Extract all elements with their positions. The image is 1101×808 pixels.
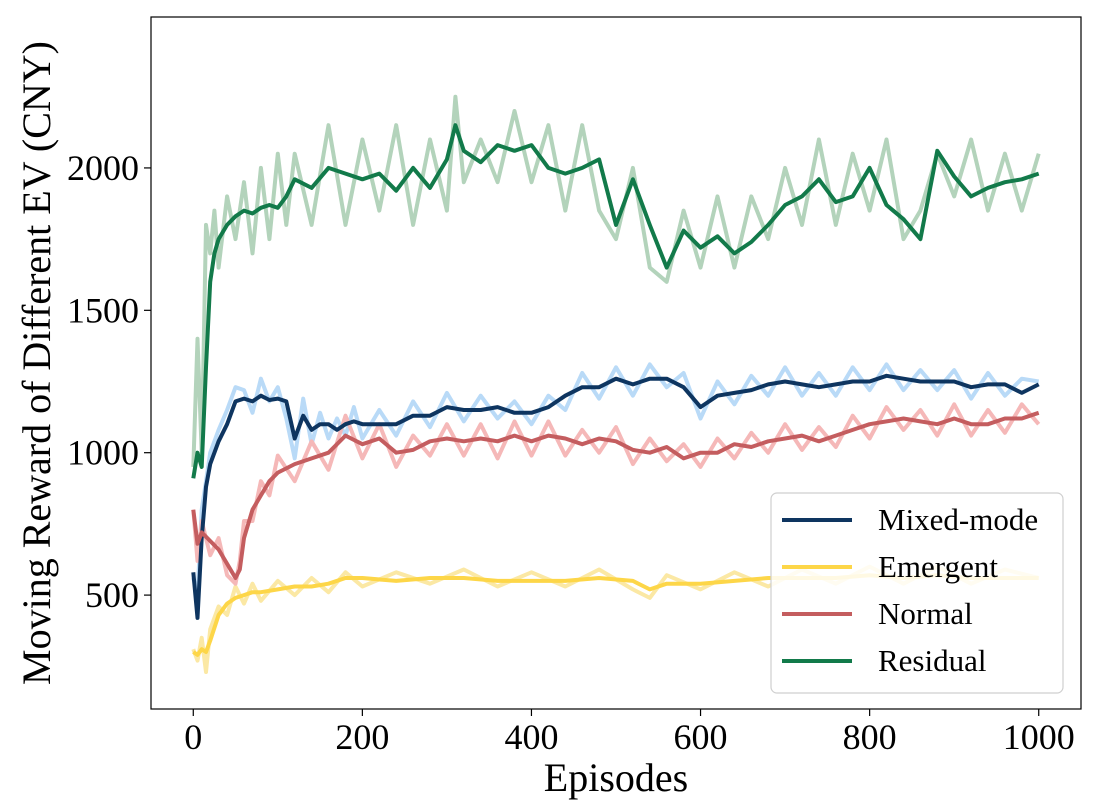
x-axis-label: Episodes: [544, 755, 688, 800]
y-tick-label: 1500: [67, 290, 139, 330]
legend-label-emergent: Emergent: [878, 549, 998, 584]
legend-label-normal: Normal: [878, 596, 973, 631]
legend: Mixed-mode Emergent Normal Residual: [770, 492, 1064, 694]
x-tick-label: 0: [184, 717, 202, 757]
y-tick-label: 2000: [67, 148, 139, 188]
legend-box: [770, 492, 1064, 694]
x-tick-label: 800: [843, 717, 897, 757]
x-tick-label: 600: [674, 717, 728, 757]
plot-frame: [150, 16, 1082, 710]
y-tick-label: 1000: [67, 433, 139, 473]
series-mixed-mode-line: [191, 373, 1040, 620]
y-axis-label: Moving Reward of Different EV (CNY): [14, 41, 59, 685]
series-residual-line: [191, 123, 1040, 479]
x-tick-label: 1000: [1003, 717, 1075, 757]
y-axis: 500 1000 1500 2000: [67, 148, 151, 615]
x-tick-label: 400: [504, 717, 558, 757]
series-residual-raw-line: [191, 94, 1041, 467]
legend-label-mixed-mode: Mixed-mode: [878, 502, 1038, 537]
x-axis: 0 200 400 600 800 1000: [184, 709, 1075, 757]
y-tick-label: 500: [85, 575, 139, 615]
series-normal-line: [191, 410, 1040, 580]
legend-label-residual: Residual: [878, 643, 987, 678]
x-tick-label: 200: [335, 717, 389, 757]
